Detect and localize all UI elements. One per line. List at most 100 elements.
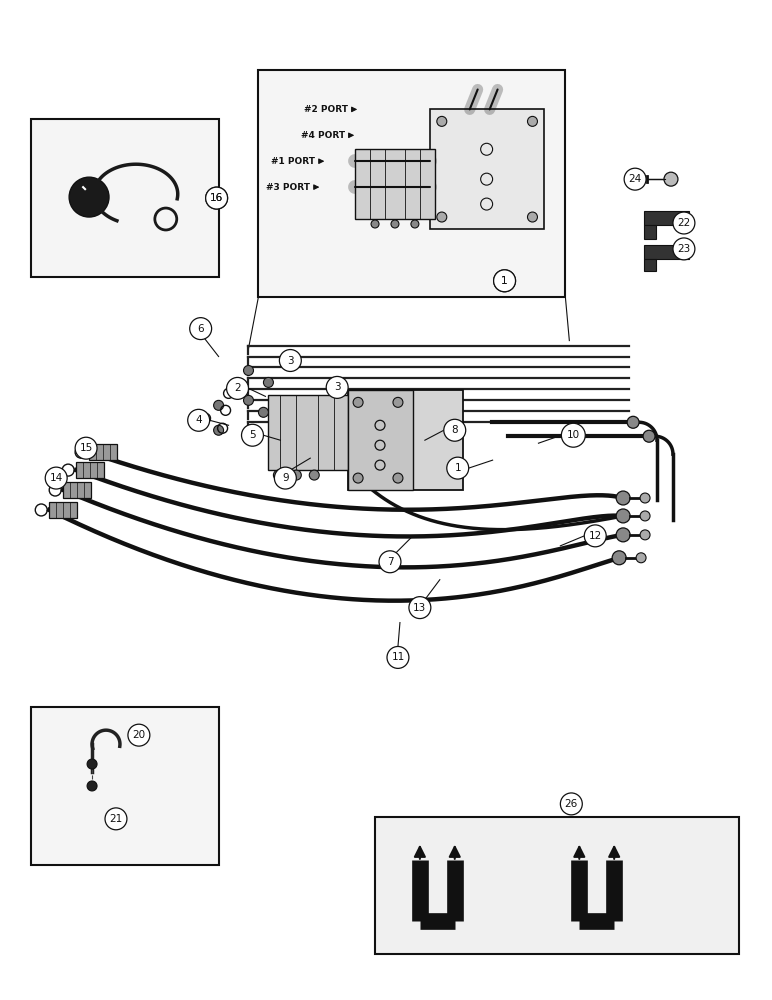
Circle shape: [493, 270, 516, 292]
Circle shape: [46, 467, 67, 489]
Circle shape: [242, 424, 263, 446]
Bar: [644, 225, 656, 239]
Circle shape: [205, 187, 228, 209]
Circle shape: [411, 220, 419, 228]
Bar: [430, 109, 544, 229]
Text: 5: 5: [249, 430, 256, 440]
Bar: [63, 482, 91, 498]
Circle shape: [643, 430, 655, 442]
Circle shape: [263, 377, 273, 387]
Text: 2: 2: [234, 383, 241, 393]
Circle shape: [190, 318, 212, 340]
Text: #3 PORT: #3 PORT: [266, 183, 310, 192]
Text: 13: 13: [413, 603, 426, 613]
Text: 1: 1: [455, 463, 461, 473]
Text: 16: 16: [210, 193, 223, 203]
Text: 26: 26: [564, 799, 578, 809]
Circle shape: [493, 270, 516, 292]
Text: 21: 21: [110, 814, 123, 824]
Circle shape: [188, 409, 210, 431]
Circle shape: [75, 437, 97, 459]
Text: 16: 16: [210, 193, 223, 203]
Text: 24: 24: [628, 174, 642, 184]
Text: 1: 1: [501, 276, 508, 286]
Circle shape: [87, 759, 97, 769]
Text: 10: 10: [567, 430, 580, 440]
Circle shape: [327, 376, 348, 398]
Bar: [348, 390, 413, 490]
Circle shape: [444, 419, 466, 441]
Bar: [348, 390, 462, 490]
Bar: [644, 259, 656, 271]
Circle shape: [69, 177, 109, 217]
Text: 3: 3: [287, 356, 293, 366]
Circle shape: [437, 212, 447, 222]
Circle shape: [616, 509, 630, 523]
Circle shape: [87, 781, 97, 791]
Text: 11: 11: [391, 652, 405, 662]
Circle shape: [353, 397, 363, 407]
Circle shape: [527, 212, 537, 222]
Circle shape: [310, 470, 320, 480]
Text: 14: 14: [49, 473, 63, 483]
Text: 20: 20: [132, 730, 145, 740]
Circle shape: [664, 172, 678, 186]
Text: 12: 12: [588, 531, 602, 541]
Circle shape: [627, 416, 639, 428]
Text: 7: 7: [387, 557, 393, 567]
Circle shape: [561, 423, 585, 447]
Circle shape: [636, 553, 646, 563]
Circle shape: [393, 397, 403, 407]
Text: 9: 9: [282, 473, 289, 483]
Circle shape: [259, 407, 269, 417]
Circle shape: [128, 724, 150, 746]
Circle shape: [584, 525, 606, 547]
Bar: [375, 817, 739, 954]
Circle shape: [371, 220, 379, 228]
Circle shape: [640, 511, 650, 521]
Circle shape: [105, 808, 127, 830]
Text: 22: 22: [677, 218, 690, 228]
Text: 23: 23: [677, 244, 690, 254]
Circle shape: [616, 528, 630, 542]
Circle shape: [447, 457, 469, 479]
Circle shape: [291, 470, 301, 480]
Circle shape: [393, 473, 403, 483]
Bar: [644, 211, 689, 225]
Circle shape: [273, 470, 283, 480]
Bar: [644, 245, 689, 259]
Text: #1 PORT: #1 PORT: [271, 157, 315, 166]
Circle shape: [226, 377, 249, 399]
Circle shape: [214, 425, 224, 435]
Text: 1: 1: [501, 276, 508, 286]
Circle shape: [640, 493, 650, 503]
Circle shape: [379, 551, 401, 573]
Text: #4 PORT: #4 PORT: [301, 131, 345, 140]
Text: #2 PORT: #2 PORT: [304, 105, 348, 114]
Circle shape: [673, 212, 695, 234]
Circle shape: [616, 491, 630, 505]
Bar: [269, 395, 348, 470]
Circle shape: [205, 187, 228, 209]
Circle shape: [409, 597, 431, 619]
Text: 8: 8: [452, 425, 458, 435]
Text: 6: 6: [198, 324, 204, 334]
Text: 15: 15: [80, 443, 93, 453]
Bar: [89, 444, 117, 460]
Circle shape: [437, 116, 447, 126]
Circle shape: [279, 350, 301, 371]
Circle shape: [214, 400, 224, 410]
Text: 4: 4: [195, 415, 202, 425]
Circle shape: [560, 793, 582, 815]
Circle shape: [527, 116, 537, 126]
Text: 3: 3: [334, 382, 340, 392]
Bar: [49, 502, 77, 518]
Bar: [355, 149, 435, 219]
Bar: [76, 462, 104, 478]
Circle shape: [353, 473, 363, 483]
Bar: [32, 119, 218, 277]
Circle shape: [243, 395, 253, 405]
Circle shape: [387, 646, 409, 668]
Circle shape: [624, 168, 646, 190]
Circle shape: [201, 413, 211, 423]
